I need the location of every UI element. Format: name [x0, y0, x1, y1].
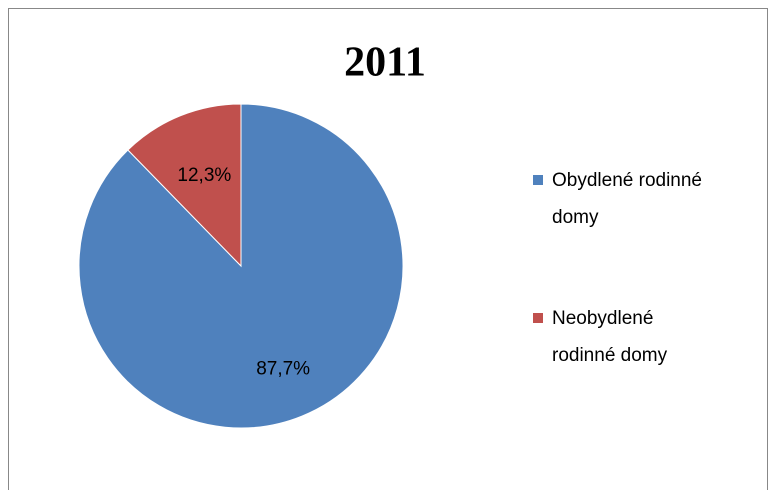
data-label: 87,7% — [256, 359, 310, 380]
legend-label: Obydlené rodinné domy — [552, 170, 702, 228]
pie-slice — [127, 103, 242, 268]
legend-swatch — [533, 313, 543, 323]
chart-title: 2011 — [344, 40, 426, 86]
data-label: 12,3% — [177, 165, 231, 186]
legend-swatch — [533, 175, 543, 185]
legend-label: Neobydlené rodinné domy — [552, 308, 668, 366]
